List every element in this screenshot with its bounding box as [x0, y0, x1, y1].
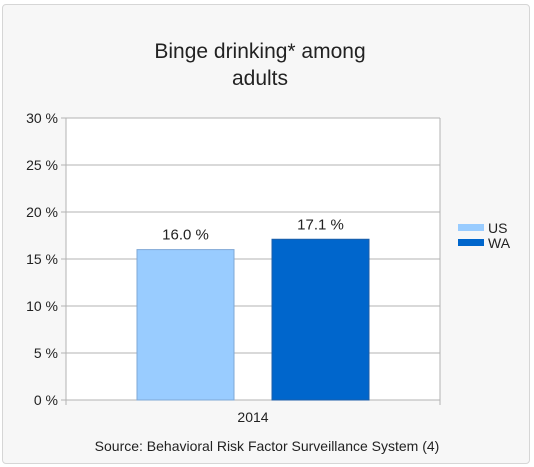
legend-swatch-us: [458, 224, 484, 231]
y-tick-label: 30 %: [26, 110, 58, 126]
y-tick-label: 20 %: [26, 204, 58, 220]
data-label-wa: 17.1 %: [297, 216, 344, 233]
data-label-us: 16.0 %: [162, 227, 209, 244]
y-tick-label: 25 %: [26, 157, 58, 173]
chart-title-line-2: adults: [231, 67, 289, 90]
gridlines: [61, 117, 441, 401]
chart-title-line-1: Binge drinking* among: [154, 40, 366, 63]
source-note: Source: Behavioral Risk Factor Surveilla…: [94, 438, 440, 454]
axes: 0 % 5 % 10 % 15 % 20 % 25 % 30 % 2014: [26, 110, 441, 425]
y-tick-label: 5 %: [34, 345, 58, 361]
legend-label-wa: WA: [488, 235, 511, 251]
y-tick-label: 15 %: [26, 251, 58, 267]
bar-us: [136, 249, 235, 401]
bars: 16.0 % 17.1 %: [136, 216, 370, 401]
y-tick-label: 10 %: [26, 298, 58, 314]
x-tick-label: 2014: [237, 409, 268, 425]
legend-label-us: US: [488, 220, 507, 236]
y-tick-label: 0 %: [34, 392, 58, 408]
chart-title: Binge drinking* among adults: [100, 38, 420, 92]
bar-wa: [271, 238, 370, 401]
legend-swatch-wa: [458, 239, 484, 246]
